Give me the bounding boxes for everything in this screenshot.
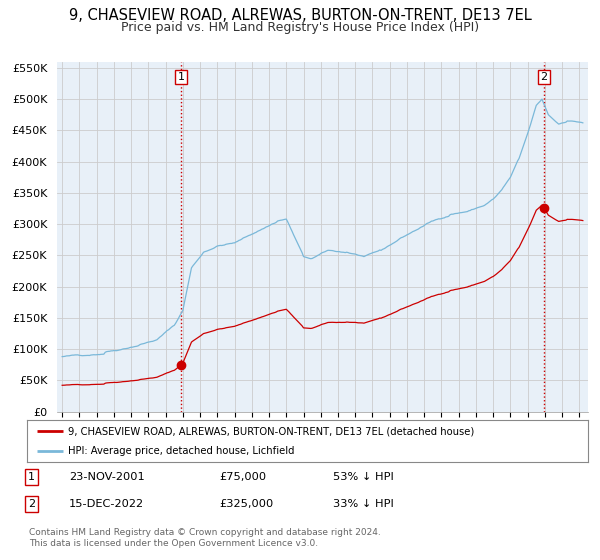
Text: £75,000: £75,000 <box>219 472 266 482</box>
Text: Contains HM Land Registry data © Crown copyright and database right 2024.: Contains HM Land Registry data © Crown c… <box>29 528 380 536</box>
Text: 2: 2 <box>541 72 548 82</box>
Text: Price paid vs. HM Land Registry's House Price Index (HPI): Price paid vs. HM Land Registry's House … <box>121 21 479 34</box>
Text: 33% ↓ HPI: 33% ↓ HPI <box>333 499 394 509</box>
Text: 9, CHASEVIEW ROAD, ALREWAS, BURTON-ON-TRENT, DE13 7EL (detached house): 9, CHASEVIEW ROAD, ALREWAS, BURTON-ON-TR… <box>68 426 474 436</box>
Text: 1: 1 <box>178 72 185 82</box>
Text: 23-NOV-2001: 23-NOV-2001 <box>69 472 145 482</box>
Text: 53% ↓ HPI: 53% ↓ HPI <box>333 472 394 482</box>
Text: 9, CHASEVIEW ROAD, ALREWAS, BURTON-ON-TRENT, DE13 7EL: 9, CHASEVIEW ROAD, ALREWAS, BURTON-ON-TR… <box>68 8 532 24</box>
Text: 2: 2 <box>28 499 35 509</box>
Text: £325,000: £325,000 <box>219 499 273 509</box>
Text: This data is licensed under the Open Government Licence v3.0.: This data is licensed under the Open Gov… <box>29 539 318 548</box>
Text: 15-DEC-2022: 15-DEC-2022 <box>69 499 144 509</box>
Text: HPI: Average price, detached house, Lichfield: HPI: Average price, detached house, Lich… <box>68 446 295 456</box>
Text: 1: 1 <box>28 472 35 482</box>
